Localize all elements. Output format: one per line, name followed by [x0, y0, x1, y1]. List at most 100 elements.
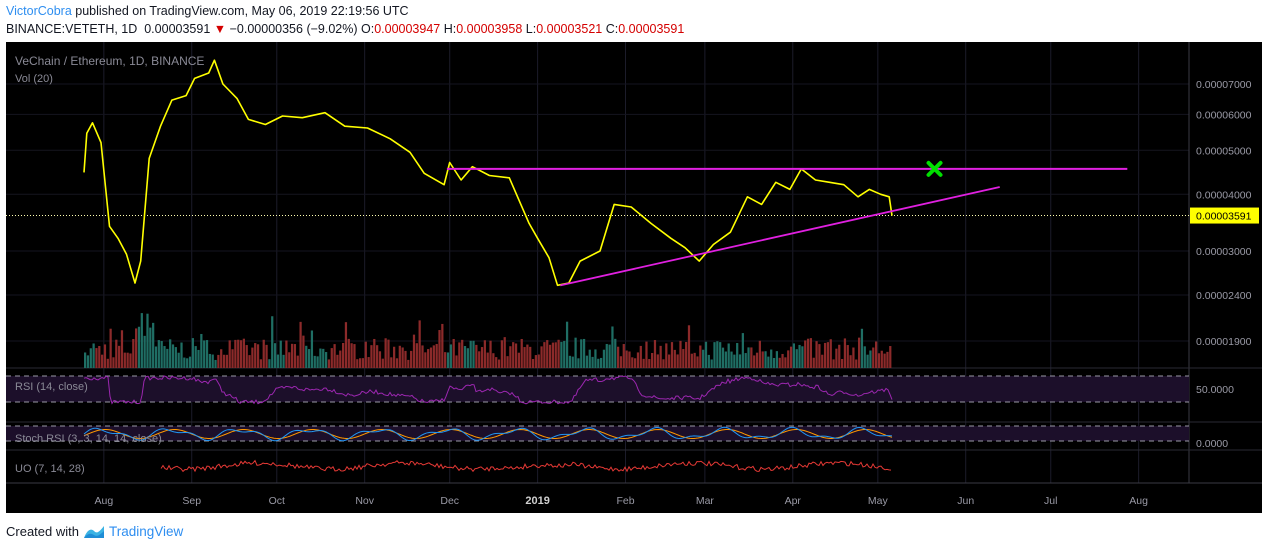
- price-chart[interactable]: Aug Sep Oct Nov Dec 2019 Feb Mar Apr May Jun Jul Aug…: [6, 42, 1262, 513]
- volume-bar: [750, 347, 753, 368]
- volume-bar: [115, 339, 118, 368]
- volume-bar: [191, 338, 194, 368]
- volume-bar: [628, 351, 631, 368]
- volume-bar: [829, 339, 832, 368]
- volume-bar: [721, 347, 725, 368]
- close-value: 0.00003591: [618, 22, 685, 36]
- volume-bar: [639, 345, 642, 368]
- volume-bar: [869, 350, 872, 368]
- y-tick-label: 0.00002400: [1196, 290, 1252, 302]
- volume-bar: [648, 359, 651, 368]
- volume-bar: [512, 342, 515, 368]
- volume-bar: [719, 342, 722, 368]
- volume-bar: [503, 337, 506, 368]
- volume-bar: [367, 357, 370, 368]
- volume-bar: [798, 344, 801, 368]
- volume-bar: [679, 340, 682, 368]
- x-tick-label: Aug: [95, 495, 114, 507]
- volume-bar: [497, 359, 501, 368]
- volume-bar: [180, 342, 183, 368]
- down-arrow-icon: ▼: [213, 22, 227, 36]
- volume-bar: [744, 353, 747, 368]
- stoch-level-label: 0.0000: [1196, 438, 1228, 450]
- volume-bar: [767, 356, 770, 368]
- volume-bar: [517, 352, 521, 368]
- x-tick-label: Oct: [269, 495, 285, 507]
- volume-bar: [506, 356, 509, 368]
- volume-bar: [387, 339, 390, 368]
- volume-bar: [186, 358, 189, 368]
- volume-bar: [815, 341, 818, 368]
- volume-bar: [109, 328, 112, 368]
- volume-bar: [188, 356, 192, 368]
- volume-bar: [135, 328, 138, 368]
- volume-bar: [424, 352, 427, 368]
- volume-bar: [194, 346, 197, 368]
- volume-bar: [651, 352, 654, 368]
- volume-bar: [290, 343, 294, 368]
- author-link[interactable]: VictorCobra: [6, 4, 72, 18]
- volume-bar: [687, 325, 691, 368]
- volume-bar: [378, 351, 382, 368]
- volume-bar: [234, 339, 237, 368]
- volume-bar: [305, 345, 308, 368]
- high-value: 0.00003958: [456, 22, 523, 36]
- volume-bar: [279, 340, 282, 368]
- tradingview-logo-icon: [83, 525, 104, 538]
- x-tick-label: Mar: [696, 495, 715, 507]
- volume-bar: [685, 341, 688, 368]
- volume-bar: [463, 346, 467, 368]
- chart-panel[interactable]: Aug Sep Oct Nov Dec 2019 Feb Mar Apr May Jun Jul Aug…: [6, 42, 1262, 513]
- volume-bar: [268, 359, 271, 368]
- volume-bar: [381, 358, 384, 368]
- y-tick-label: 0.00006000: [1196, 109, 1252, 121]
- volume-bar: [602, 349, 606, 368]
- rsi-line: [83, 375, 893, 405]
- volume-bar: [478, 351, 481, 368]
- volume-bar: [843, 338, 847, 368]
- volume-bar: [591, 356, 594, 368]
- volume-bar: [554, 342, 557, 368]
- volume-bar: [804, 340, 807, 368]
- volume-bar: [563, 340, 566, 368]
- volume-bar: [874, 341, 878, 368]
- volume-bar: [702, 349, 705, 368]
- volume-bar: [526, 344, 529, 368]
- uo-label: UO (7, 14, 28): [15, 463, 85, 475]
- volume-bar: [154, 346, 158, 368]
- stoch-label: Stoch RSI (3, 3, 14, 14, close): [15, 433, 162, 445]
- volume-bar: [682, 349, 685, 368]
- volume-bar: [231, 349, 234, 368]
- y-tick-label: 0.00005000: [1196, 145, 1252, 157]
- price-change: −0.00000356 (−9.02%): [229, 22, 358, 36]
- x-tick-label: Jul: [1044, 495, 1057, 507]
- volume-bar: [217, 354, 220, 368]
- volume-bar: [313, 355, 316, 368]
- volume-bar: [200, 333, 203, 368]
- volume-bar: [376, 345, 379, 368]
- volume-bar: [245, 345, 248, 368]
- open-label: O:: [361, 22, 375, 36]
- volume-bar: [770, 349, 773, 368]
- volume-bar: [299, 321, 302, 368]
- volume-bar: [208, 353, 211, 368]
- volume-bar: [254, 343, 257, 368]
- volume-bar: [758, 340, 761, 368]
- volume-bar: [398, 345, 401, 368]
- stoch-d-line: [83, 428, 893, 440]
- volume-bar: [412, 334, 416, 368]
- y-tick-label: 0.00001900: [1196, 336, 1252, 348]
- volume-bar: [835, 348, 838, 368]
- volume-bar: [656, 354, 659, 368]
- volume-bar: [427, 349, 430, 368]
- volume-bar: [242, 338, 245, 368]
- volume-bar: [152, 322, 155, 368]
- volume-bar: [792, 343, 796, 368]
- volume-bar: [472, 340, 475, 368]
- volume-bar: [203, 340, 206, 368]
- publish-info: VictorCobra published on TradingView.com…: [6, 4, 409, 18]
- volume-bar: [852, 347, 855, 368]
- volume-bar: [429, 347, 433, 368]
- volume-bar: [585, 355, 589, 368]
- tradingview-link[interactable]: TradingView: [108, 524, 184, 539]
